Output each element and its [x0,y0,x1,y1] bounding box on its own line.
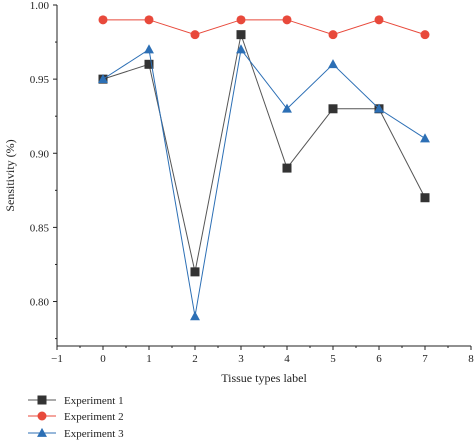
data-point [190,311,200,321]
y-tick-label: 1.00 [30,0,50,12]
data-point [328,30,338,40]
legend: Experiment 1 Experiment 2 Experiment 3 [28,395,124,440]
x-tick-label: 8 [468,353,474,365]
legend-item: Experiment 2 [28,411,124,423]
legend-marker [37,411,47,421]
axes: 0.80 0.85 0.90 0.95 1.00 −1 0 1 2 3 4 5 6 7 8 Tissue ty… [3,0,474,385]
y-tick-label: 0.95 [30,74,50,86]
legend-label: Experiment 1 [64,395,124,407]
data-point [420,193,430,203]
series-layer [98,15,430,321]
x-tick-label: 3 [238,353,244,365]
x-tick-label: 5 [330,353,336,365]
data-point [98,73,108,84]
x-tick-label: 7 [422,353,428,365]
x-tick-label: 1 [146,353,152,365]
data-point [420,133,430,143]
data-point [190,30,200,40]
x-axis-title: Tissue types label [221,371,307,385]
data-point [98,15,108,25]
legend-marker [37,427,47,437]
data-point [282,163,292,173]
x-tick-label: −1 [51,353,63,365]
data-point [282,15,292,25]
y-axis-title: Sensitivity (%) [3,139,17,211]
x-tick-label: 2 [192,353,198,365]
data-point [328,104,338,114]
data-point [282,103,292,113]
x-tick-label: 0 [100,353,106,365]
data-point [374,15,384,25]
data-point [374,103,384,113]
series-3 [98,44,430,321]
data-point [420,30,430,40]
data-point [236,15,246,25]
data-point [190,267,200,277]
series-2 [98,15,430,40]
y-tick-label: 0.85 [30,222,50,234]
legend-item: Experiment 3 [28,427,124,440]
legend-label: Experiment 3 [64,428,124,440]
data-point [144,59,154,69]
data-point [144,15,154,25]
legend-marker [37,395,47,405]
series-line [103,19,426,36]
series-line [102,48,426,317]
legend-label: Experiment 2 [64,411,124,423]
series-line [102,32,426,272]
x-tick-label: 6 [376,353,382,365]
data-point [236,30,246,40]
x-tick-label: 4 [284,353,290,365]
y-tick-label: 0.80 [30,297,50,309]
data-point [328,59,338,69]
series-1 [98,30,430,277]
data-point [144,44,154,54]
legend-item: Experiment 1 [28,395,124,407]
data-point [236,44,246,54]
y-tick-label: 0.90 [30,148,50,160]
